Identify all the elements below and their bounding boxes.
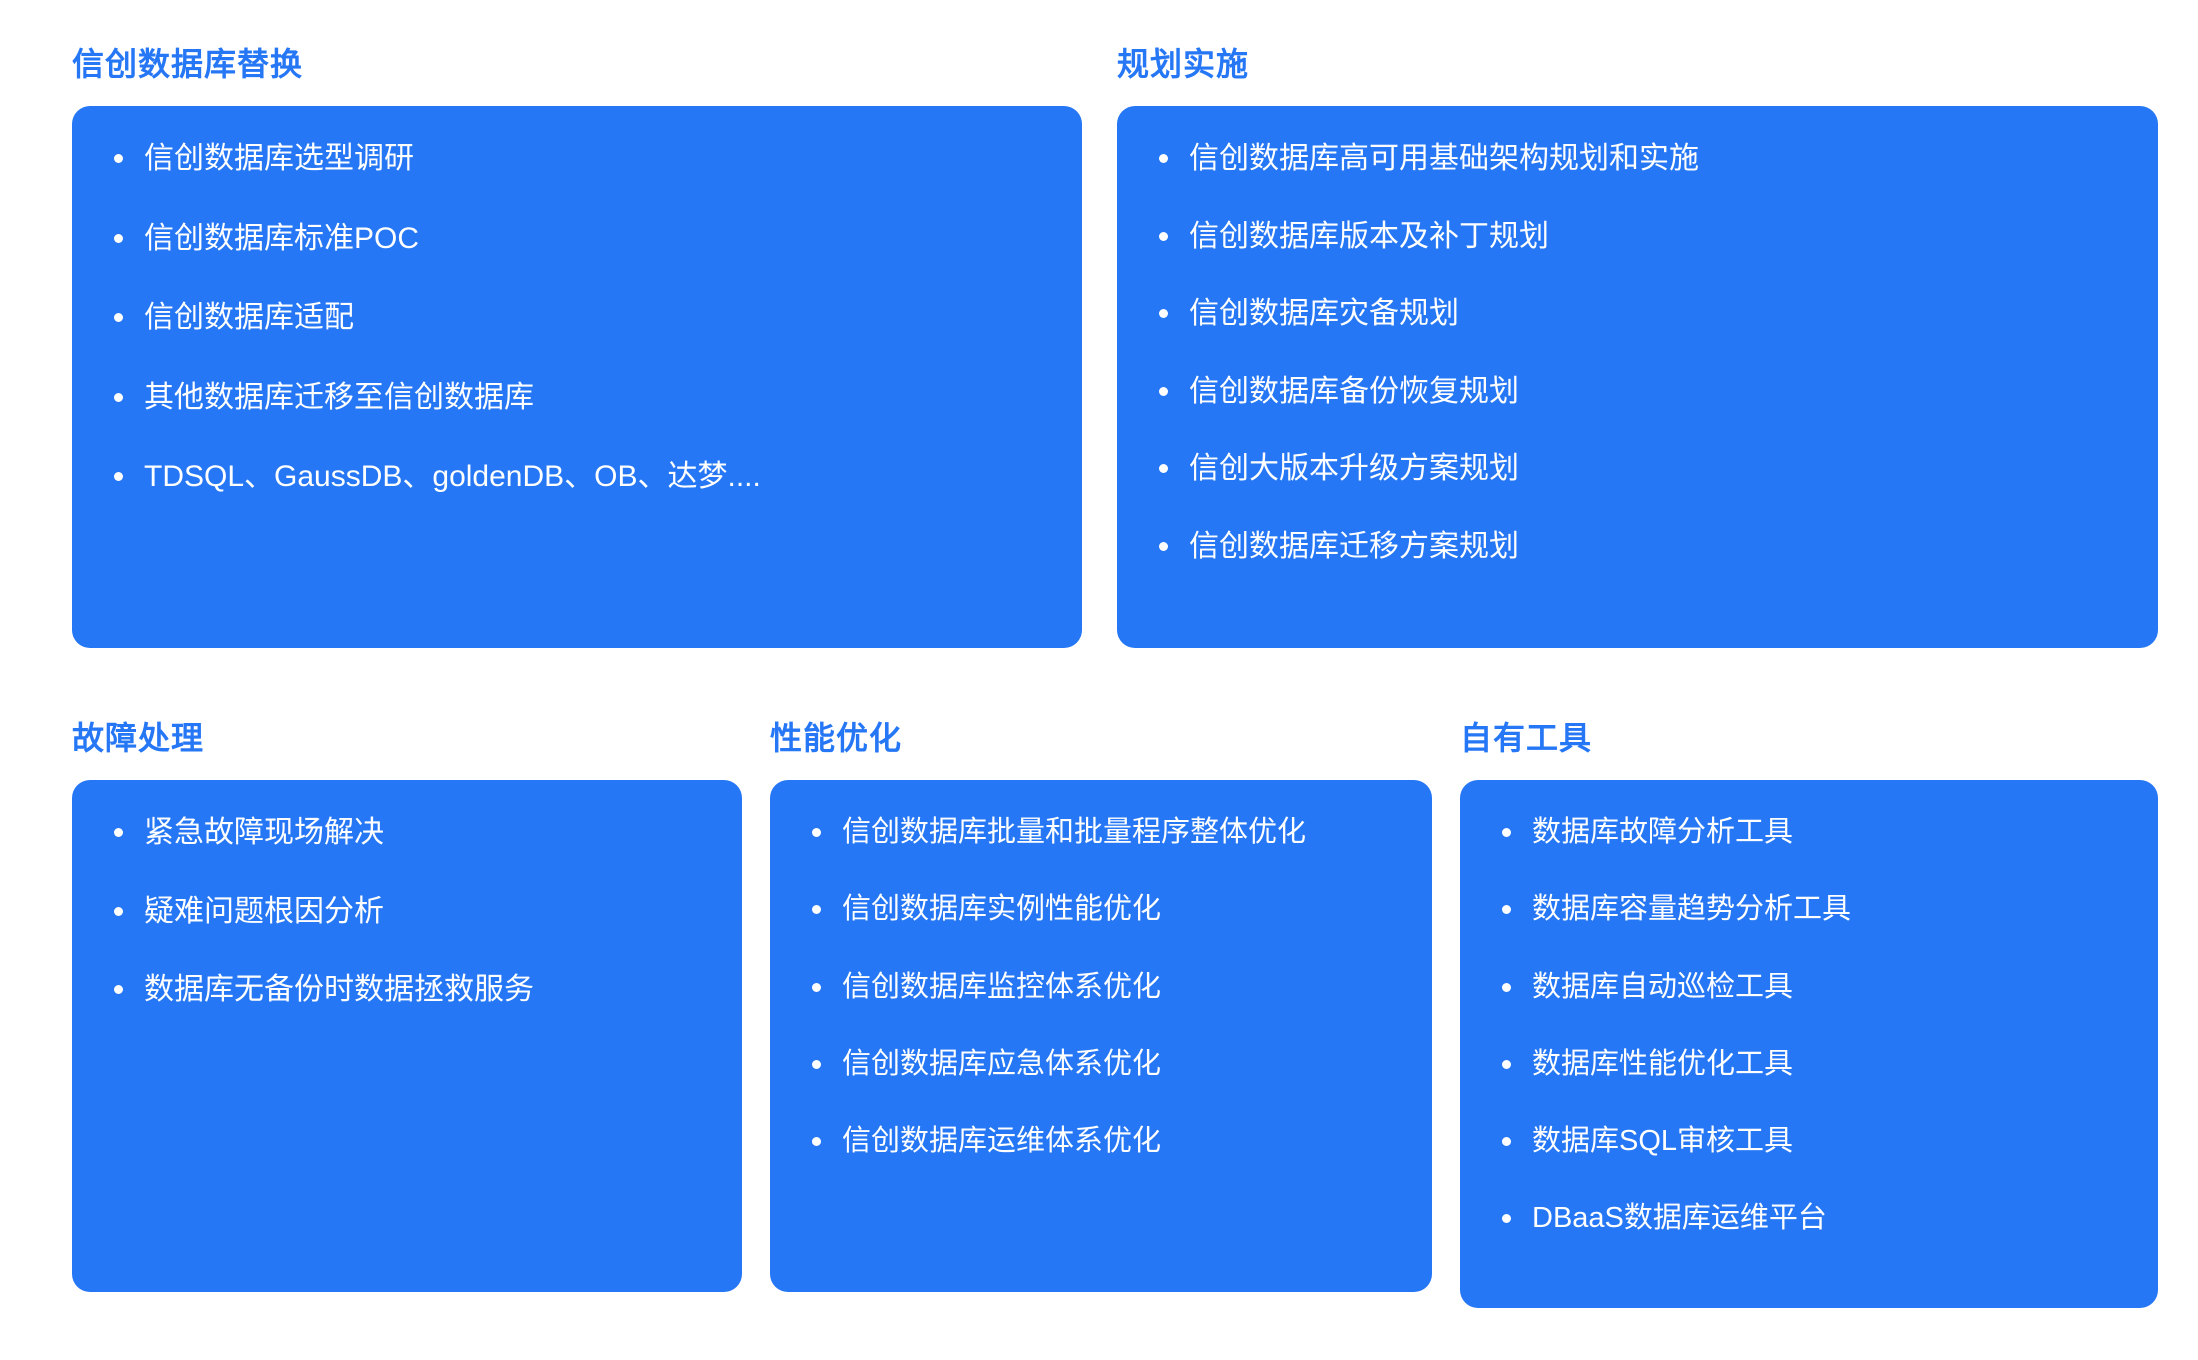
list-item-label: DBaaS数据库运维平台 xyxy=(1532,1202,1827,1235)
bullet-list: 信创数据库批量和批量程序整体优化 信创数据库实例性能优化 信创数据库监控体系优化… xyxy=(800,814,1402,1200)
list-item: 信创数据库适配 xyxy=(102,299,1052,337)
list-item: 数据库故障分析工具 xyxy=(1490,814,2128,850)
bullet-dot-icon xyxy=(1502,1214,1511,1224)
list-item-label: 信创数据库选型调研 xyxy=(144,142,414,175)
section-proprietary-tools: 自有工具 数据库故障分析工具 数据库容量趋势分析工具 数据库自动巡检工具 数据库… xyxy=(1460,720,2158,1308)
bullet-dot-icon xyxy=(114,233,123,243)
bullet-dot-icon xyxy=(1159,231,1168,241)
bullet-list: 信创数据库选型调研 信创数据库标准POC 信创数据库适配 其他数据库迁移至信创数… xyxy=(102,140,1052,496)
list-item-label: 数据库容量趋势分析工具 xyxy=(1532,893,1852,926)
list-item: 其他数据库迁移至信创数据库 xyxy=(102,379,1052,417)
section-card: 信创数据库选型调研 信创数据库标准POC 信创数据库适配 其他数据库迁移至信创数… xyxy=(72,106,1082,648)
list-item-label: 信创数据库监控体系优化 xyxy=(842,970,1162,1003)
list-item-label: 其他数据库迁移至信创数据库 xyxy=(144,380,534,414)
list-item: 信创数据库高可用基础架构规划和实施 xyxy=(1147,140,2128,178)
section-title: 故障处理 xyxy=(72,720,205,756)
list-item-label: 数据库SQL审核工具 xyxy=(1532,1125,1794,1157)
bullet-dot-icon xyxy=(812,982,821,992)
list-item: 信创数据库标准POC xyxy=(102,220,1052,258)
list-item: 数据库无备份时数据拯救服务 xyxy=(102,971,712,1009)
list-item-label: 数据库自动巡检工具 xyxy=(1532,970,1794,1003)
list-item-label: 信创数据库备份恢复规划 xyxy=(1189,374,1519,408)
bullet-list: 数据库故障分析工具 数据库容量趋势分析工具 数据库自动巡检工具 数据库性能优化工… xyxy=(1490,814,2128,1278)
section-title: 信创数据库替换 xyxy=(72,46,304,82)
section-card: 数据库故障分析工具 数据库容量趋势分析工具 数据库自动巡检工具 数据库性能优化工… xyxy=(1460,780,2158,1308)
list-item: 信创大版本升级方案规划 xyxy=(1147,450,2128,488)
list-item: 信创数据库批量和批量程序整体优化 xyxy=(800,814,1402,850)
bullet-dot-icon xyxy=(114,985,123,994)
list-item: 数据库自动巡检工具 xyxy=(1490,969,2128,1005)
bullet-list: 信创数据库高可用基础架构规划和实施 信创数据库版本及补丁规划 信创数据库灾备规划… xyxy=(1147,140,2128,605)
section-fault-handling: 故障处理 紧急故障现场解决 疑难问题根因分析 数据库无备份时数据拯救服务 xyxy=(72,722,742,1292)
bullet-dot-icon xyxy=(1159,541,1168,551)
list-item: 信创数据库灾备规划 xyxy=(1147,295,2128,333)
list-item-label: 数据库无备份时数据拯救服务 xyxy=(144,973,534,1006)
list-item: 疑难问题根因分析 xyxy=(102,893,712,931)
bullet-dot-icon xyxy=(1502,1137,1511,1146)
list-item: 信创数据库选型调研 xyxy=(102,140,1052,178)
list-item-label: 信创数据库版本及补丁规划 xyxy=(1189,219,1549,253)
list-item: 信创数据库迁移方案规划 xyxy=(1147,528,2128,566)
list-item-label: 疑难问题根因分析 xyxy=(144,894,384,928)
section-title: 规划实施 xyxy=(1117,46,1250,82)
bullet-dot-icon xyxy=(1159,154,1168,163)
list-item-label: 信创数据库运维体系优化 xyxy=(842,1125,1162,1157)
list-item-label: 信创数据库高可用基础架构规划和实施 xyxy=(1189,142,1699,175)
list-item-label: 信创数据库适配 xyxy=(144,301,354,334)
bullet-dot-icon xyxy=(1159,309,1168,318)
list-item: 信创数据库应急体系优化 xyxy=(800,1046,1402,1082)
section-performance-optimization: 性能优化 信创数据库批量和批量程序整体优化 信创数据库实例性能优化 信创数据库监… xyxy=(770,722,1432,1292)
list-item-label: 信创数据库灾备规划 xyxy=(1189,297,1459,330)
bullet-dot-icon xyxy=(1502,905,1511,915)
bullet-dot-icon xyxy=(1502,828,1511,837)
section-card: 信创数据库高可用基础架构规划和实施 信创数据库版本及补丁规划 信创数据库灾备规划… xyxy=(1117,106,2158,648)
bullet-dot-icon xyxy=(1502,982,1511,992)
list-item: 信创数据库运维体系优化 xyxy=(800,1123,1402,1159)
bullet-dot-icon xyxy=(114,828,123,837)
list-item-label: 数据库性能优化工具 xyxy=(1532,1047,1794,1080)
section-title: 自有工具 xyxy=(1460,720,1593,756)
bullet-dot-icon xyxy=(114,392,123,402)
section-title: 性能优化 xyxy=(770,720,903,756)
section-database-replacement: 信创数据库替换 信创数据库选型调研 信创数据库标准POC 信创数据库适配 其他数… xyxy=(72,48,1082,648)
list-item: 信创数据库监控体系优化 xyxy=(800,969,1402,1005)
list-item: 信创数据库版本及补丁规划 xyxy=(1147,218,2128,256)
bullet-dot-icon xyxy=(1159,464,1168,473)
bullet-dot-icon xyxy=(114,472,123,481)
list-item-label: 信创数据库批量和批量程序整体优化 xyxy=(842,816,1307,848)
list-item: DBaaS数据库运维平台 xyxy=(1490,1200,2128,1236)
list-item: 数据库容量趋势分析工具 xyxy=(1490,891,2128,927)
list-item: 信创数据库实例性能优化 xyxy=(800,891,1402,927)
list-item-label: 紧急故障现场解决 xyxy=(144,816,384,849)
bullet-list: 紧急故障现场解决 疑难问题根因分析 数据库无备份时数据拯救服务 xyxy=(102,814,712,1050)
list-item: 紧急故障现场解决 xyxy=(102,814,712,852)
bullet-dot-icon xyxy=(1502,1059,1511,1069)
bullet-dot-icon xyxy=(114,906,123,916)
list-item-label: TDSQL、GaussDB、goldenDB、OB、达梦.... xyxy=(144,460,761,493)
list-item: 数据库性能优化工具 xyxy=(1490,1046,2128,1082)
bullet-dot-icon xyxy=(812,828,821,837)
bullet-dot-icon xyxy=(812,1059,821,1069)
section-card: 信创数据库批量和批量程序整体优化 信创数据库实例性能优化 信创数据库监控体系优化… xyxy=(770,780,1432,1292)
bullet-dot-icon xyxy=(114,154,123,163)
section-card: 紧急故障现场解决 疑难问题根因分析 数据库无备份时数据拯救服务 xyxy=(72,780,742,1292)
list-item-label: 信创数据库实例性能优化 xyxy=(842,893,1162,926)
list-item-label: 数据库故障分析工具 xyxy=(1532,816,1794,848)
list-item: TDSQL、GaussDB、goldenDB、OB、达梦.... xyxy=(102,458,1052,496)
bullet-dot-icon xyxy=(812,1137,821,1146)
bullet-dot-icon xyxy=(114,313,123,322)
list-item: 数据库SQL审核工具 xyxy=(1490,1123,2128,1159)
list-item-label: 信创数据库应急体系优化 xyxy=(842,1047,1162,1080)
bullet-dot-icon xyxy=(1159,386,1168,396)
list-item-label: 信创大版本升级方案规划 xyxy=(1189,452,1519,485)
list-item-label: 信创数据库标准POC xyxy=(144,221,420,255)
section-planning-implementation: 规划实施 信创数据库高可用基础架构规划和实施 信创数据库版本及补丁规划 信创数据… xyxy=(1117,48,2158,648)
list-item-label: 信创数据库迁移方案规划 xyxy=(1189,529,1519,563)
bullet-dot-icon xyxy=(812,905,821,915)
list-item: 信创数据库备份恢复规划 xyxy=(1147,373,2128,411)
